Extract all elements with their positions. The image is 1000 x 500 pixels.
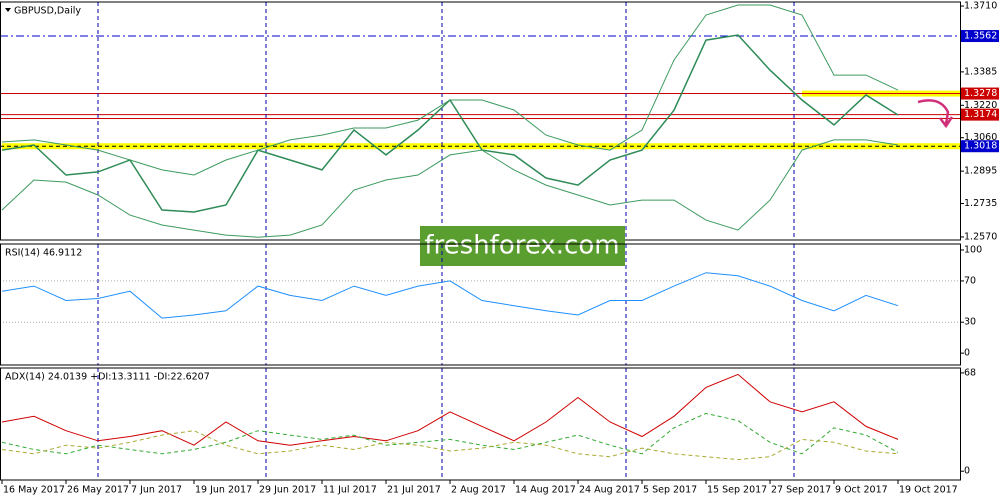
x-tick-label: 29 Jun 2017: [259, 485, 316, 496]
series-line: [1, 272, 899, 319]
series-line: [1, 139, 899, 238]
y-tick-label: 30: [964, 317, 976, 328]
x-tick-label: 27 Sep 2017: [771, 485, 831, 496]
x-tick-label: 5 Sep 2017: [643, 485, 697, 496]
watermark: freshforex.com: [424, 231, 619, 261]
panel-frame: [0, 367, 961, 481]
y-tick-label: 1.2735: [964, 198, 997, 209]
title-icon: [5, 8, 11, 12]
panel-title: GBPUSD,Daily: [14, 6, 81, 17]
series-line: [1, 4, 899, 176]
level-label: 1.3174: [964, 109, 997, 120]
y-tick-label: 1.2895: [964, 166, 997, 177]
y-tick-label: 1.2570: [964, 231, 997, 242]
x-tick-label: 15 Sep 2017: [707, 485, 767, 496]
panel-title: RSI(14) 46.9112: [5, 248, 82, 259]
series-line: [1, 412, 899, 455]
x-tick-label: 2 Aug 2017: [451, 485, 506, 496]
y-tick-label: 1.3060: [964, 132, 997, 143]
level-box: [961, 108, 999, 121]
y-tick-label: 0: [964, 348, 970, 359]
x-tick-label: 19 Jun 2017: [195, 485, 252, 496]
x-tick-label: 24 Aug 2017: [579, 485, 640, 496]
level-box: [961, 30, 999, 43]
x-tick-label: 16 May 2017: [3, 485, 65, 496]
panel: [0, 244, 960, 365]
x-tick-label: 11 Jul 2017: [323, 485, 377, 496]
series-line: [1, 430, 899, 461]
x-tick-label: 21 Jul 2017: [387, 485, 441, 496]
y-tick-label: 0: [964, 466, 970, 477]
level-box: [961, 140, 999, 153]
x-tick-label: 14 Aug 2017: [515, 485, 576, 496]
x-tick-label: 9 Oct 2017: [835, 485, 888, 496]
panel-frame: [0, 243, 961, 366]
level-label: 1.3018: [964, 141, 997, 152]
watermark-box: [420, 226, 625, 266]
y-tick-label: 68: [964, 367, 976, 378]
x-tick-label: 7 Jun 2017: [131, 485, 182, 496]
x-tick-label: 26 May 2017: [67, 485, 129, 496]
level-box: [961, 87, 999, 100]
y-tick-label: 100: [964, 244, 982, 255]
level-label: 1.3278: [964, 88, 997, 99]
series-line: [1, 373, 899, 446]
y-tick-label: 1.3385: [964, 66, 997, 77]
highlight: [2, 143, 960, 150]
y-tick-label: 1.3710: [964, 1, 997, 12]
y-tick-label: 1.3220: [964, 100, 997, 111]
panel: [0, 2, 960, 240]
level-label: 1.3562: [964, 31, 997, 42]
x-tick-label: 19 Oct 2017: [899, 485, 958, 496]
y-tick-label: 70: [964, 275, 976, 286]
arrow: [917, 99, 954, 129]
panel-title: ADX(14) 24.0139 +DI:13.3111 -DI:22.6207: [5, 372, 210, 383]
panel: [1, 368, 899, 480]
